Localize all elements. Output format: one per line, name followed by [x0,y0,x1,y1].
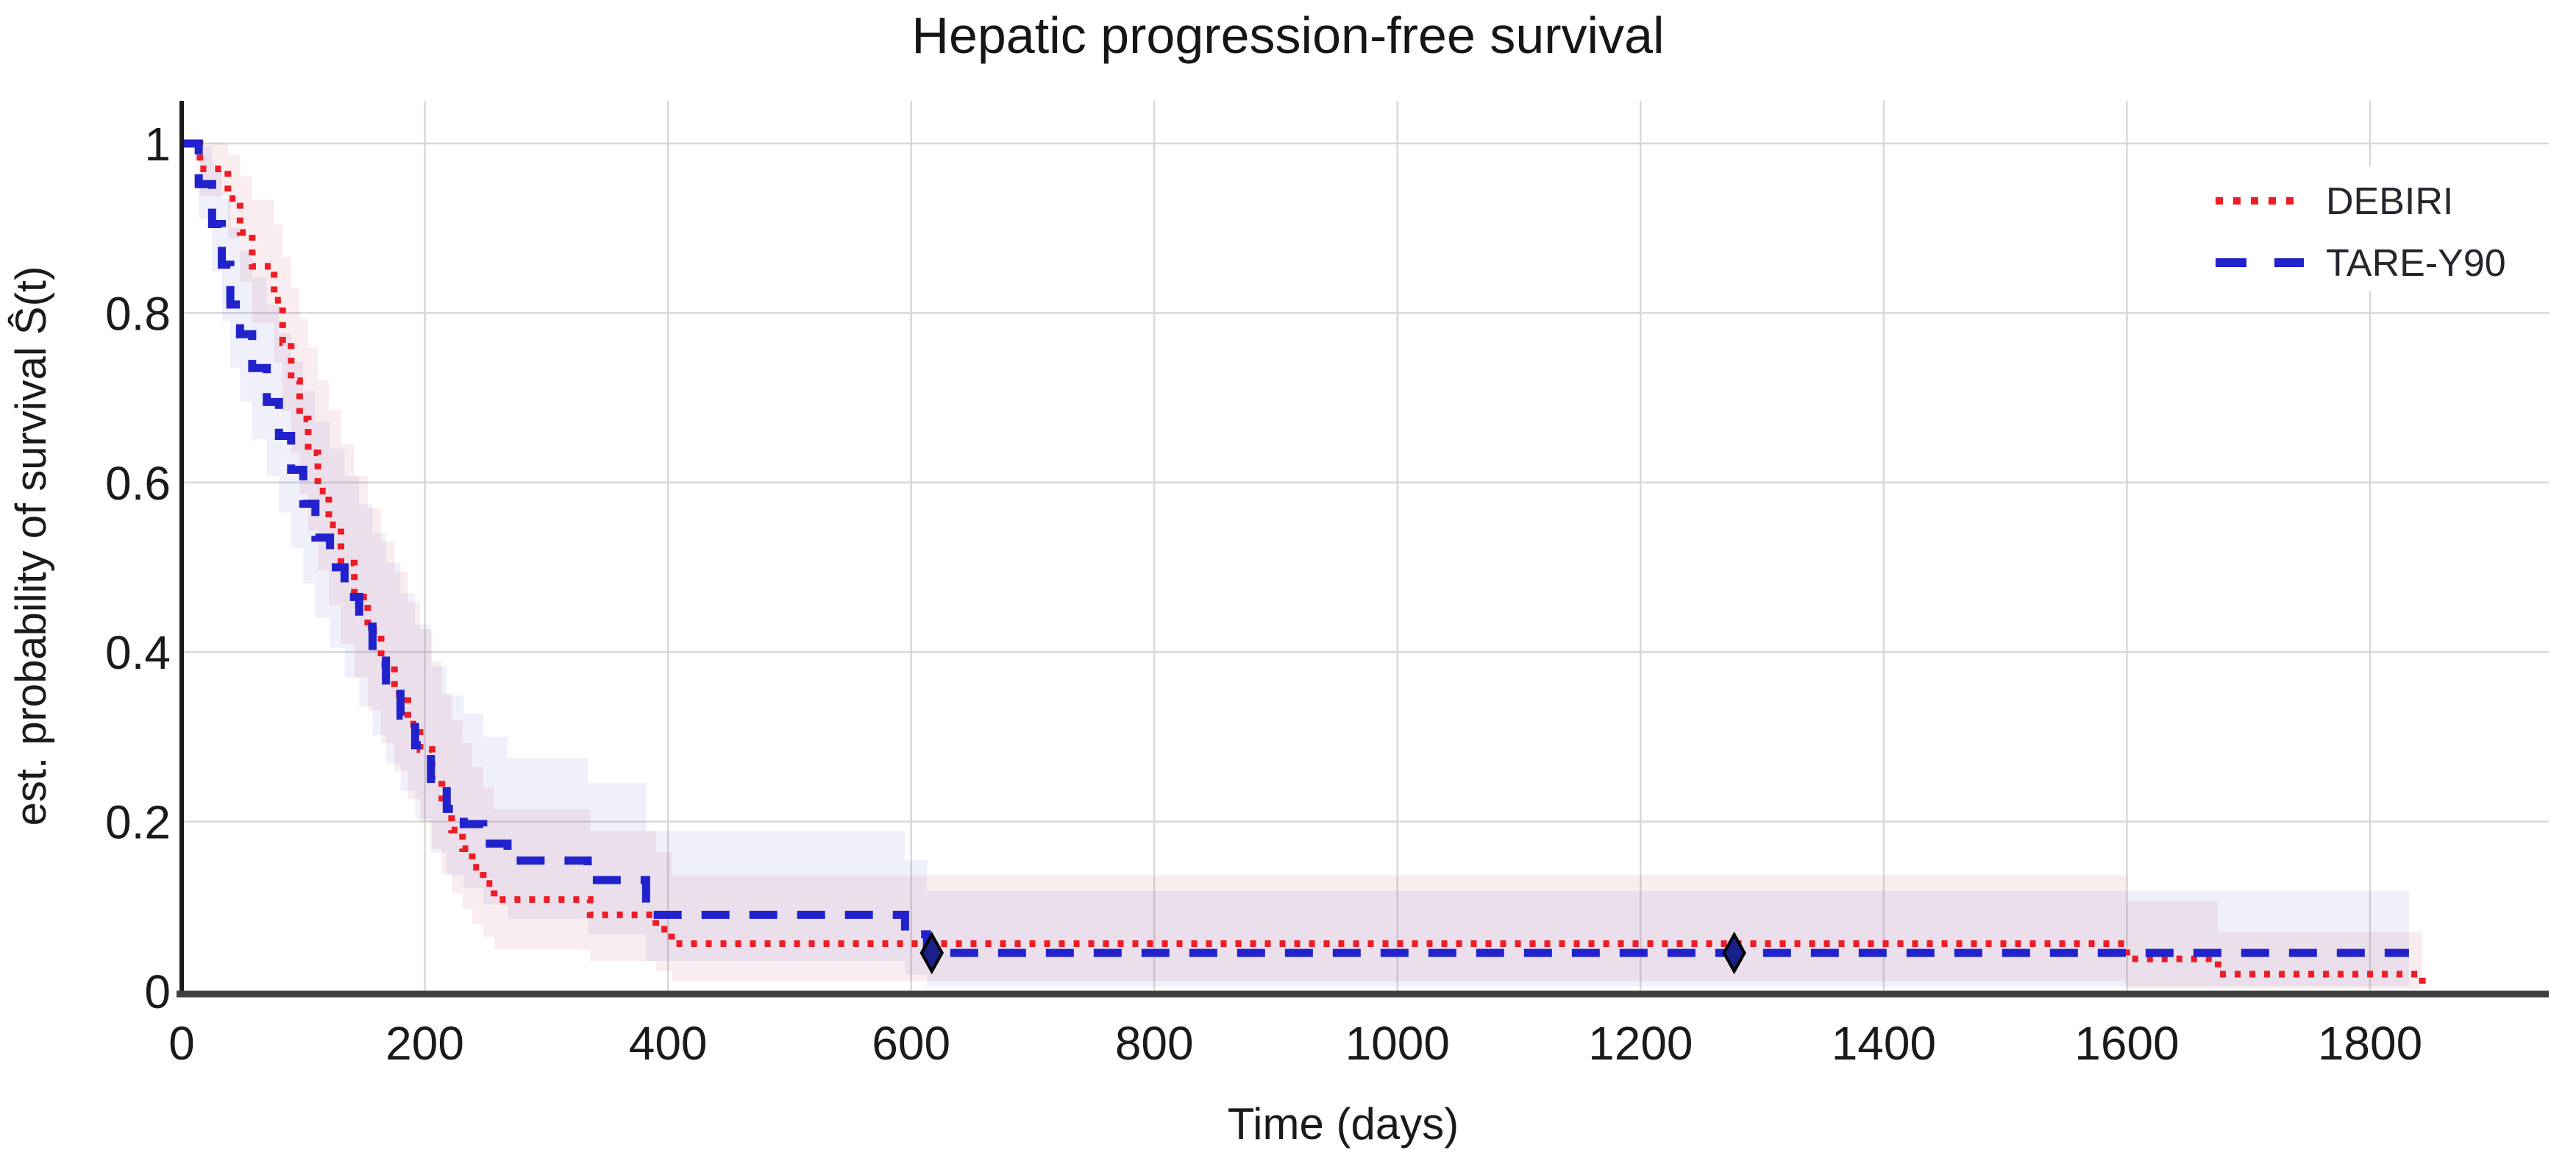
y-tick-label: 0.8 [105,287,171,340]
x-tick-label: 1400 [1832,1017,1936,1070]
x-axis-label: Time (days) [1228,1099,1459,1149]
legend-debiri-label: DEBIRI [2326,180,2453,223]
survival-curve-layer [182,139,2426,988]
censor-mark-layer [919,931,1746,975]
legend-background [2196,166,2511,291]
x-tick-label: 1600 [2074,1017,2179,1070]
x-tick-label: 1000 [1345,1017,1450,1070]
x-tick-label: 1200 [1588,1017,1693,1070]
grid-layer [182,101,2549,991]
y-tick-label: 0 [144,965,171,1018]
x-tick-label: 600 [872,1017,950,1070]
y-tick-label: 0.2 [105,796,171,849]
x-tick-label: 0 [168,1017,195,1070]
y-tick-label: 0.4 [105,626,171,679]
chart-title: Hepatic progression-free survival [911,7,1664,64]
debiri-confidence-band [182,143,2423,989]
y-axis-label: est. probability of survival Ŝ(t) [7,266,55,826]
x-tick-label: 1800 [2318,1017,2422,1070]
x-tick-label: 200 [385,1017,464,1070]
tare-y90-survival-curve [182,139,2409,957]
censor-diamond-icon [1722,931,1746,975]
debiri-survival-curve [182,140,2426,988]
confidence-band-layer [182,143,2423,989]
legend: DEBIRI TARE-Y90 [2196,166,2511,291]
y-tick-label: 0.6 [105,457,171,510]
x-tick-label: 400 [629,1017,708,1070]
tare-y90-confidence-band [182,143,2409,987]
axis-layer [177,101,2549,998]
x-tick-label: 800 [1115,1017,1194,1070]
legend-tare-y90-label: TARE-Y90 [2326,242,2506,285]
tick-label-layer: 0 0.2 0.4 0.6 0.8 1 0 200 400 600 800 1000 1200 1400 1… [105,118,2422,1070]
censor-diamond-icon [919,931,944,975]
y-tick-label: 1 [144,118,171,171]
